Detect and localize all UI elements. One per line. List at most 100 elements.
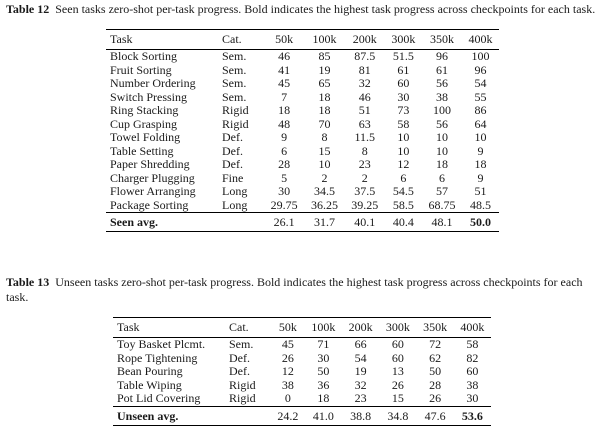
progress-value-cell: 6 [438, 170, 445, 185]
column-header: 400k [468, 32, 493, 46]
progress-value-cell: 45 [278, 76, 291, 90]
table-body: Block Sorting Sem. 46 85 87.5 51.5 96 100 Fruit … [106, 49, 499, 213]
average-value-cell: 41.0 [312, 408, 334, 423]
progress-value-cell: 9 [477, 170, 484, 185]
table-row: Number Ordering Sem. 45 65 32 60 56 54 [106, 76, 499, 91]
progress-value-cell: 5 [281, 170, 288, 185]
progress-value-cell: 54.5 [392, 184, 414, 198]
category-cell: Def. [229, 364, 250, 378]
average-value-cell: 48.1 [431, 215, 453, 229]
progress-value-cell: 15 [318, 143, 331, 158]
progress-value-cell: 70 [318, 116, 331, 131]
average-value-cell: 26.1 [273, 215, 295, 229]
progress-value-cell: 82 [466, 350, 479, 365]
column-header: 400k [460, 320, 485, 334]
progress-value-cell: 38 [281, 377, 294, 392]
progress-value-cell: 54 [354, 350, 367, 365]
average-value-cell: 24.2 [277, 408, 299, 423]
progress-value-cell: 30 [397, 89, 410, 104]
progress-value-cell: 41 [278, 62, 291, 77]
category-cell: Rigid [229, 391, 256, 405]
progress-value-cell: 100 [432, 103, 451, 117]
table-row: Fruit Sorting Sem. 41 19 81 61 61 96 [106, 62, 499, 78]
column-header: Task [117, 320, 140, 334]
task-name-cell: Number Ordering [110, 76, 196, 90]
column-header: Cat. [222, 32, 242, 46]
progress-value-cell: 65 [318, 76, 331, 90]
progress-value-cell: 51 [358, 103, 371, 117]
progress-value-cell: 37.5 [354, 184, 376, 198]
progress-value-cell: 61 [397, 62, 410, 77]
progress-value-cell: 19 [354, 364, 367, 378]
task-name-cell: Switch Pressing [110, 89, 188, 104]
progress-value-cell: 8 [361, 143, 368, 158]
progress-value-cell: 18 [318, 103, 331, 117]
table-row: Table Wiping Rigid 38 36 32 26 28 38 [113, 377, 491, 393]
task-name-cell: Bean Pouring [117, 364, 183, 378]
task-name-cell: Ring Stacking [110, 103, 179, 117]
table-row: Cup Grasping Rigid 48 70 63 58 56 64 [106, 116, 499, 132]
progress-value-cell: 50 [317, 364, 330, 378]
table-12-label: Table 12 [6, 2, 50, 16]
average-value-cell: 31.7 [313, 215, 335, 229]
progress-value-cell: 51.5 [392, 49, 414, 63]
seen-tasks-table: Task Cat. 50k 100k 200k 300k 350k 400k Block So… [106, 29, 499, 232]
progress-value-cell: 0 [284, 391, 291, 405]
table-12-caption: Table 12 Seen tasks zero-shot per-task p… [6, 2, 596, 17]
category-cell: Rigid [222, 103, 249, 117]
progress-value-cell: 18 [435, 157, 448, 171]
progress-value-cell: 96 [474, 62, 487, 77]
task-name-cell: Package Sorting [110, 197, 189, 212]
progress-value-cell: 46 [358, 89, 371, 104]
progress-value-cell: 38 [435, 89, 448, 104]
progress-value-cell: 9 [477, 143, 484, 158]
progress-value-cell: 19 [318, 62, 331, 77]
progress-value-cell: 10 [435, 130, 448, 144]
category-cell: Long [222, 197, 248, 212]
table-13-caption-text: Unseen tasks zero-shot per-task progress… [6, 275, 583, 304]
progress-value-cell: 64 [474, 116, 487, 131]
table-row: Bean Pouring Def. 12 50 19 13 50 60 [113, 364, 491, 379]
unseen-tasks-table: Task Cat. 50k 100k 200k 300k 350k 400k Toy Bask… [113, 317, 491, 426]
table-header: Task Cat. 50k 100k 200k 300k 350k 400k [106, 29, 499, 50]
column-header: 100k [312, 32, 337, 46]
column-header: 350k [423, 320, 448, 334]
column-header: 300k [391, 32, 416, 46]
average-value-cell: 38.8 [350, 408, 372, 423]
progress-value-cell: 12 [397, 157, 410, 171]
category-cell: Def. [222, 143, 243, 158]
task-name-cell: Toy Basket Plcmt. [117, 337, 206, 351]
table-row: Toy Basket Plcmt. Sem. 45 71 66 60 72 58 [113, 337, 491, 352]
column-header: 200k [348, 320, 373, 334]
progress-value-cell: 36 [317, 377, 330, 392]
category-cell: Sem. [222, 89, 247, 104]
progress-value-cell: 56 [435, 76, 448, 90]
column-header: 50k [278, 320, 297, 334]
column-header: 50k [275, 32, 294, 46]
category-cell: Sem. [229, 337, 254, 351]
task-name-cell: Paper Shredding [110, 157, 190, 171]
progress-value-cell: 32 [354, 377, 367, 392]
table-row: Table Setting Def. 6 15 8 10 10 9 [106, 143, 499, 159]
average-value-cell: 40.4 [392, 215, 414, 229]
table-row: Paper Shredding Def. 28 10 23 12 18 18 [106, 157, 499, 172]
progress-value-cell: 6 [281, 143, 288, 158]
progress-value-cell: 26 [391, 377, 404, 392]
category-cell: Def. [229, 350, 250, 365]
column-header: 200k [352, 32, 377, 46]
progress-value-cell: 15 [391, 391, 404, 405]
progress-value-cell: 32 [358, 76, 371, 90]
progress-value-cell: 8 [321, 130, 328, 144]
table-row: Charger Plugging Fine 5 2 2 6 6 9 [106, 170, 499, 186]
average-label-cell: Unseen avg. [117, 408, 179, 423]
table-row: Towel Folding Def. 9 8 11.5 10 10 10 [106, 130, 499, 145]
average-label-cell: Seen avg. [110, 215, 158, 229]
category-cell: Rigid [229, 377, 256, 392]
table-footer: Seen avg. 26.1 31.7 40.1 40.4 48.1 50.0 [106, 212, 499, 232]
average-value-cell: 40.1 [354, 215, 376, 229]
table-header: Task Cat. 50k 100k 200k 300k 350k 400k [113, 317, 491, 338]
table-12-caption-text: Seen tasks zero-shot per-task progress. … [55, 2, 596, 16]
progress-value-cell: 18 [317, 391, 330, 405]
progress-value-cell: 10 [397, 130, 410, 144]
progress-value-cell: 34.5 [313, 184, 335, 198]
